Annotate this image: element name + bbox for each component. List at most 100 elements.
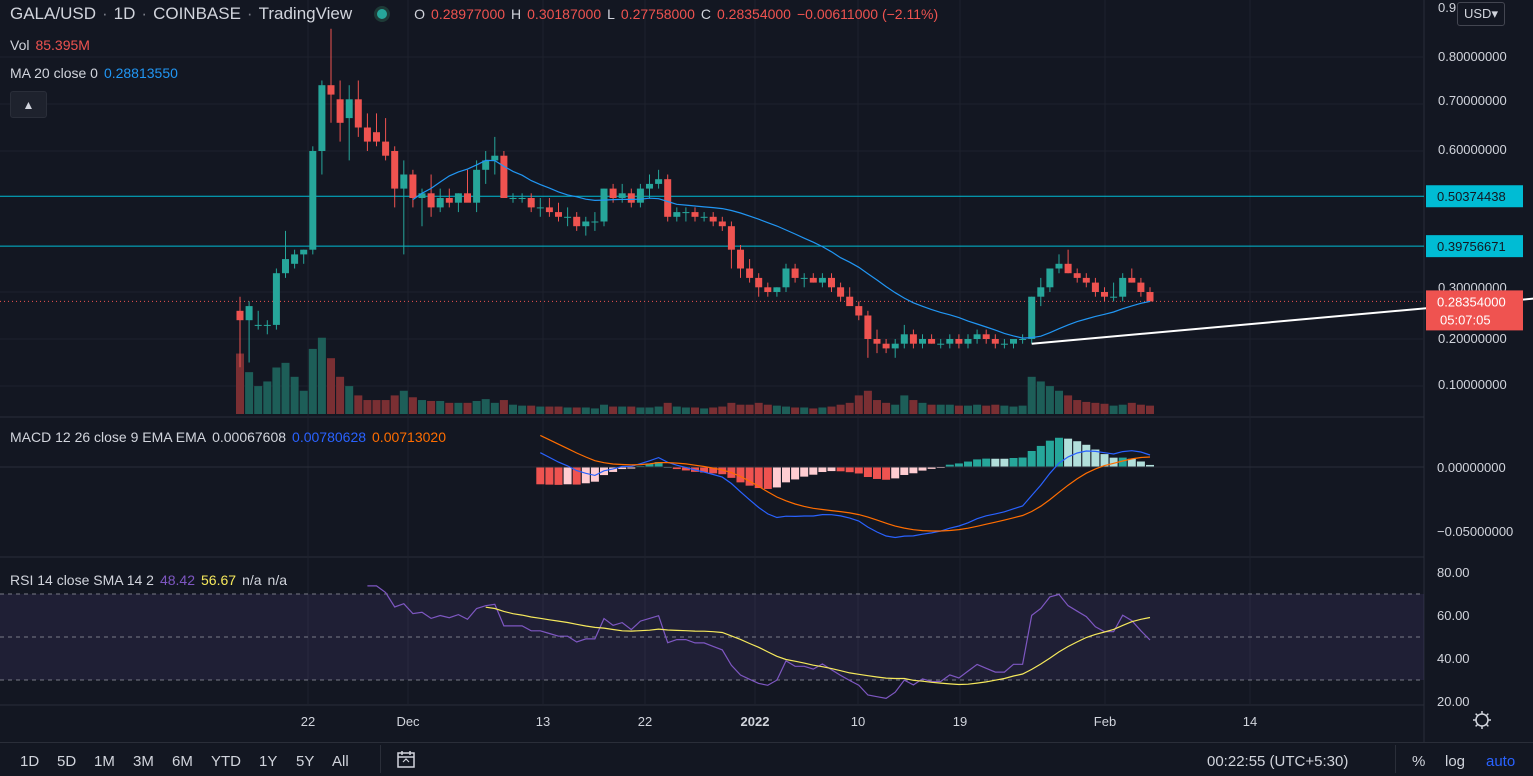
macd-legend[interactable]: MACD 12 26 close 9 EMA EMA 0.00067608 0.… — [10, 429, 446, 445]
auto-toggle[interactable]: auto — [1486, 753, 1516, 770]
candle-body — [982, 334, 990, 339]
settings-gear-icon[interactable] — [1473, 711, 1491, 729]
timeframe-3m[interactable]: 3M — [133, 753, 154, 770]
candle-body — [1091, 282, 1099, 292]
candle-body — [564, 216, 572, 218]
candle-body — [482, 160, 490, 170]
macd-signal-line — [540, 434, 1151, 532]
horizontal-levels[interactable] — [0, 195, 1424, 302]
candle-body — [600, 188, 608, 222]
clock[interactable]: 00:22:55 (UTC+5:30) — [1207, 753, 1349, 770]
macd-hist-bar — [954, 463, 963, 467]
macd-hist-bar — [1109, 457, 1118, 467]
macd-hist-bar — [1018, 457, 1027, 467]
price-tick-label: 0.10000000 — [1438, 377, 1507, 392]
candle-body — [873, 339, 881, 344]
rsi-na-2: n/a — [267, 572, 287, 588]
axes: 0.90.800000000.700000000.600000000.30000… — [301, 0, 1523, 729]
collapse-legend-button[interactable]: ▲ — [10, 91, 47, 118]
candle-body — [1119, 277, 1127, 297]
grid-lines — [0, 0, 1425, 742]
timeframe-1d[interactable]: 1D — [20, 753, 40, 770]
volume-bar — [263, 381, 272, 414]
rsi-sma-line — [485, 606, 1151, 686]
macd-hist-bar — [1000, 458, 1009, 467]
calendar-icon[interactable] — [396, 749, 416, 773]
open-value: 0.28977000 — [431, 6, 506, 22]
timeframe-1m[interactable]: 1M — [94, 753, 115, 770]
volume-bar — [463, 402, 472, 414]
market-status-icon — [374, 6, 391, 22]
timeframe-5d[interactable]: 5D — [57, 753, 77, 770]
candle-body — [336, 99, 344, 123]
volume-bar — [290, 376, 299, 414]
macd-hist-bar — [572, 467, 581, 485]
volume-bar — [245, 372, 254, 414]
macd-pane — [0, 434, 1424, 539]
volume-bar — [1073, 400, 1082, 414]
candlestick-series[interactable] — [236, 28, 1154, 368]
candle-body — [846, 296, 854, 307]
candle-body — [855, 306, 863, 316]
price-tick-label: 0.60000000 — [1438, 142, 1507, 157]
current-price-label: 0.28354000 — [1437, 294, 1506, 309]
volume-bar — [317, 337, 326, 414]
volume-bar — [618, 406, 627, 414]
volume-bar — [554, 406, 563, 414]
low-value: 0.27758000 — [620, 6, 695, 22]
macd-hist-bar — [900, 467, 909, 475]
candle-body — [891, 343, 899, 349]
log-toggle[interactable]: log — [1445, 753, 1466, 770]
time-tick-label: 14 — [1243, 714, 1257, 729]
price-tick-label: 0.80000000 — [1438, 49, 1507, 64]
candle-body — [818, 277, 826, 283]
rsi-tick-label: 20.00 — [1437, 694, 1470, 709]
macd-hist-bar — [545, 467, 554, 485]
candle-body — [518, 198, 526, 199]
volume-bar — [472, 400, 481, 414]
timeframe-ytd[interactable]: YTD — [211, 753, 241, 770]
volume-bar — [645, 407, 654, 414]
candle-body — [1037, 287, 1045, 297]
volume-bar — [281, 362, 290, 414]
macd-hist-bar — [791, 467, 800, 480]
volume-legend[interactable]: Vol 85.395M — [10, 37, 90, 53]
volume-bar — [964, 405, 972, 414]
macd-hist-bar — [700, 467, 709, 473]
interval[interactable]: 1D — [113, 4, 136, 23]
ma-label: MA 20 close 0 — [10, 65, 98, 81]
volume-bar — [1064, 395, 1073, 414]
candle-body — [464, 193, 471, 203]
macd-hist-bar — [754, 467, 763, 489]
candle-body — [1110, 296, 1118, 298]
rsi-legend[interactable]: RSI 14 close SMA 14 2 48.42 56.67 n/a n/… — [10, 572, 287, 588]
high-label: H — [511, 6, 522, 22]
macd-hist-bar — [818, 467, 827, 473]
volume-bar — [891, 404, 900, 414]
ma-legend[interactable]: MA 20 close 0 0.28813550 — [10, 65, 178, 81]
candle-body — [991, 339, 999, 344]
timeframe-6m[interactable]: 6M — [172, 753, 193, 770]
timeframe-all[interactable]: All — [332, 753, 349, 770]
volume-bar — [827, 406, 836, 414]
macd-hist-bar — [854, 467, 863, 474]
volume-bar — [418, 400, 426, 414]
candle-body — [673, 212, 681, 217]
time-tick-label: 22 — [301, 714, 315, 729]
macd-hist-bar — [891, 467, 900, 479]
volume-bar — [1082, 401, 1091, 414]
volume-bar — [590, 408, 599, 414]
candle-body — [882, 343, 890, 349]
timeframe-1y[interactable]: 1Y — [259, 753, 278, 770]
percent-toggle[interactable]: % — [1412, 753, 1426, 770]
volume-bar — [1055, 390, 1063, 414]
candle-body — [582, 221, 590, 227]
timeframe-5y[interactable]: 5Y — [296, 753, 315, 770]
rsi-pane — [0, 585, 1424, 700]
candle-body — [363, 127, 371, 142]
currency-select[interactable]: USD▾ — [1457, 2, 1505, 26]
candle-body — [354, 99, 362, 128]
candle-body — [837, 287, 845, 297]
macd-label: MACD 12 26 close 9 EMA EMA — [10, 429, 207, 445]
